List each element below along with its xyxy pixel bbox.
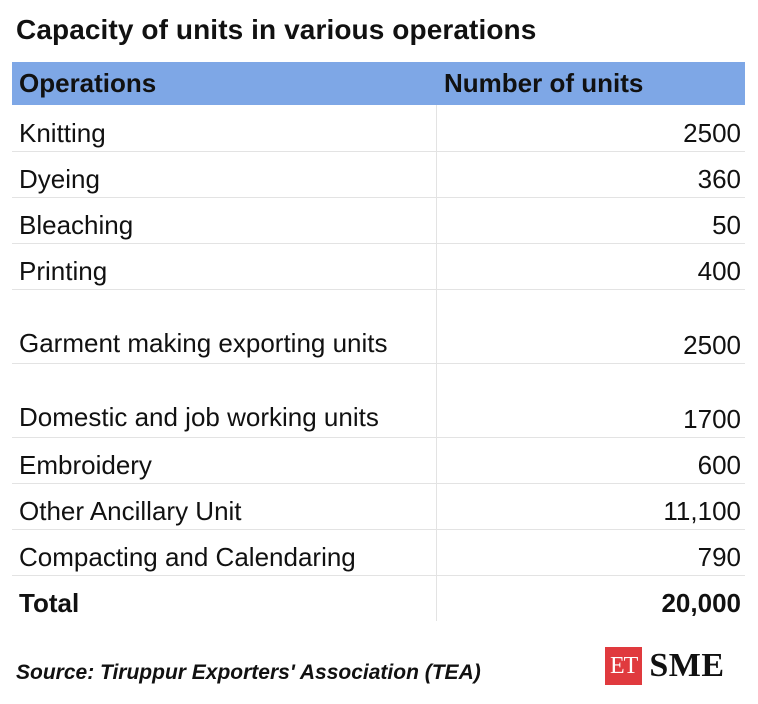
- operation-cell: Dyeing: [12, 151, 436, 198]
- et-sme-logo: ET SME: [605, 647, 725, 685]
- total-value: 20,000: [435, 575, 745, 621]
- capacity-table: Operations Number of units Knitting 2500…: [12, 62, 745, 621]
- sme-logo-text: SME: [649, 647, 725, 684]
- table-row: Knitting 2500: [12, 105, 745, 152]
- operation-cell: Domestic and job working units: [12, 363, 436, 438]
- table-row: Dyeing 360: [12, 151, 745, 198]
- units-cell: 1700: [435, 363, 745, 438]
- source-note: Source: Tiruppur Exporters' Association …: [16, 661, 481, 684]
- operation-cell: Embroidery: [12, 437, 436, 484]
- operation-cell: Bleaching: [12, 197, 436, 244]
- column-header-operations: Operations: [12, 62, 436, 105]
- operation-cell: Other Ancillary Unit: [12, 483, 436, 530]
- units-cell: 2500: [435, 105, 745, 152]
- table-header-row: Operations Number of units: [12, 62, 745, 105]
- operation-cell: Garment making exporting units: [12, 289, 436, 364]
- operation-cell-text: Garment making exporting units: [19, 327, 388, 358]
- table-row: Bleaching 50: [12, 197, 745, 244]
- table-row: Garment making exporting units 2500: [12, 289, 745, 364]
- table-row: Other Ancillary Unit 11,100: [12, 483, 745, 530]
- table-row: Compacting and Calendaring 790: [12, 529, 745, 576]
- table-row: Embroidery 600: [12, 437, 745, 484]
- table-total-row: Total 20,000: [12, 575, 745, 621]
- table-title: Capacity of units in various operations: [16, 14, 537, 45]
- operation-cell: Compacting and Calendaring: [12, 529, 436, 576]
- et-logo-mark: ET: [605, 647, 643, 685]
- units-cell: 50: [435, 197, 745, 244]
- units-cell: 400: [435, 243, 745, 290]
- table-row: Domestic and job working units 1700: [12, 363, 745, 438]
- operation-cell-text: Domestic and job working units: [19, 401, 379, 432]
- operation-cell: Printing: [12, 243, 436, 290]
- units-cell: 11,100: [435, 483, 745, 530]
- column-header-number-of-units: Number of units: [436, 62, 745, 105]
- units-cell: 360: [435, 151, 745, 198]
- total-label: Total: [19, 588, 80, 618]
- table-row: Printing 400: [12, 243, 745, 290]
- units-cell: 2500: [435, 289, 745, 364]
- units-cell: 790: [435, 529, 745, 576]
- units-cell: 600: [435, 437, 745, 484]
- operation-cell: Knitting: [12, 105, 436, 152]
